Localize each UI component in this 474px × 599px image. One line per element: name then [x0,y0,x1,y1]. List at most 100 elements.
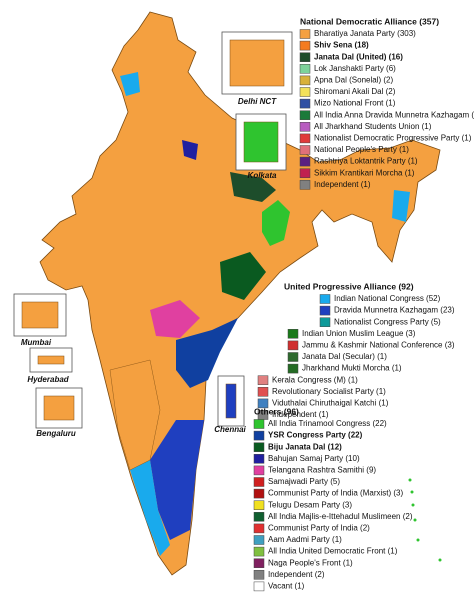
inset-map [229,39,285,87]
legend-swatch [253,535,265,545]
legend-label: Independent (1) [272,410,329,419]
inset-map [37,355,65,365]
inset-label: Delhi NCT [238,97,277,106]
region-northeast [392,190,410,222]
legend-swatch [257,398,269,409]
inset-label: Kolkata [248,171,277,180]
legend-swatch [253,512,265,522]
region-punjab [120,72,140,96]
legend-swatch [299,52,311,62]
legend-swatch [299,40,311,51]
legend-swatch [287,329,299,339]
legend-swatch [299,145,311,155]
legend-swatch [253,488,265,499]
legend-label: Telangana Rashtra Samithi (9) [268,466,376,475]
inset-map [43,395,75,421]
legend-label: Apna Dal (Sonelal) (2) [314,76,393,85]
legend-swatch [299,180,311,190]
legend-swatch [253,500,265,510]
legend-swatch [287,363,299,374]
legend-label: Janata Dal (United) (16) [314,52,403,61]
legend-label: Indian Union Muslim League (3) [302,329,416,338]
region-tamil-nadu [150,420,204,540]
legend-label: Lok Janshakti Party (6) [314,64,396,73]
legend-label: Jharkhand Mukti Morcha (1) [302,364,402,373]
region-odisha [220,252,266,300]
legend-swatch [299,110,311,120]
legend-label: Viduthalai Chiruthaigal Katchi (1) [272,399,389,408]
inset-map [21,301,59,329]
inset-label: Chennai [214,425,246,434]
legend-swatch [299,64,311,74]
inset-label: Bengaluru [36,429,76,438]
legend-swatch [253,477,265,487]
legend-label: Samajwadi Party (5) [268,477,340,486]
region-west-bengal [262,200,290,246]
legend-label: National People's Party (1) [314,145,409,154]
legend-swatch [287,340,299,351]
legend-swatch [253,465,265,476]
legend-swatch [253,581,265,592]
legend-label: Mizo National Front (1) [314,99,396,108]
legend-swatch [299,122,311,132]
legend-label: Nationalist Congress Party (5) [334,317,441,326]
inset-map [225,383,237,419]
legend-label: Rashtriya Loktantrik Party (1) [314,157,418,166]
legend-label: Nationalist Democratic Progressive Party… [314,134,472,143]
legend-swatch [257,375,269,385]
legend-swatch [253,546,265,557]
legend-label: All India Anna Dravida Munnetra Kazhagam… [314,110,474,119]
legend-label: All Jharkhand Students Union (1) [314,122,432,131]
legend-swatch [253,570,265,580]
legend-swatch [253,442,265,452]
legend-swatch [287,352,299,362]
legend-swatch [299,168,311,178]
legend-heading: National Democratic Alliance (357) [300,16,439,26]
legend-label: All India Trinamool Congress (22) [268,419,387,428]
legend-label: YSR Congress Party (22) [268,431,363,440]
region-andhra [176,318,238,388]
legend-label: Revolutionary Socialist Party (1) [272,387,386,396]
legend-swatch [257,387,269,397]
legend-label: Communist Party of India (Marxist) (3) [268,489,403,498]
region-kerala [130,460,170,556]
legend-label: Shiromani Akali Dal (2) [314,87,396,96]
legend-swatch [253,430,265,441]
legend-swatch [253,454,265,464]
region-telangana [150,300,200,338]
legend-swatch [319,305,331,316]
legend-swatch [319,317,331,327]
legend-label: All India United Democratic Front (1) [268,547,398,556]
legend-swatch [299,87,311,97]
inset-map [243,121,279,163]
islands [408,478,442,562]
legend-label: Dravida Munnetra Kazhagam (23) [334,306,455,315]
region-karnataka [109,359,161,471]
legend-label: Janata Dal (Secular) (1) [302,352,387,361]
legend-label: Independent (2) [268,570,325,579]
legend-label: Bharatiya Janata Party (303) [314,29,416,38]
legend-label: Shiv Sena (18) [314,41,369,50]
inset-label: Hyderabad [27,375,69,384]
legend-label: Naga People's Front (1) [268,558,353,567]
legend-swatch [319,294,331,304]
legend-label: Bahujan Samaj Party (10) [268,454,360,463]
region-bihar [230,172,276,202]
legend-label: Jammu & Kashmir National Conference (3) [302,341,455,350]
legend-label: All India Majlis-e-Ittehadul Muslimeen (… [268,512,413,521]
legend-swatch [299,75,311,86]
legend-label: Sikkim Krantikari Morcha (1) [314,168,415,177]
inset-label: Mumbai [21,338,52,347]
legend-heading: Others (96) [254,406,299,416]
legend-swatch [299,29,311,39]
legend-label: Aam Aadmi Party (1) [268,535,342,544]
region-up-sp [182,140,198,160]
legend-swatch [299,133,311,144]
legend-swatch [253,523,265,534]
legend-swatch [299,156,311,167]
legend-label: Indian National Congress (52) [334,294,441,303]
legend-label: Communist Party of India (2) [268,524,370,533]
legend-swatch [299,98,311,109]
legend-swatch [253,558,265,568]
